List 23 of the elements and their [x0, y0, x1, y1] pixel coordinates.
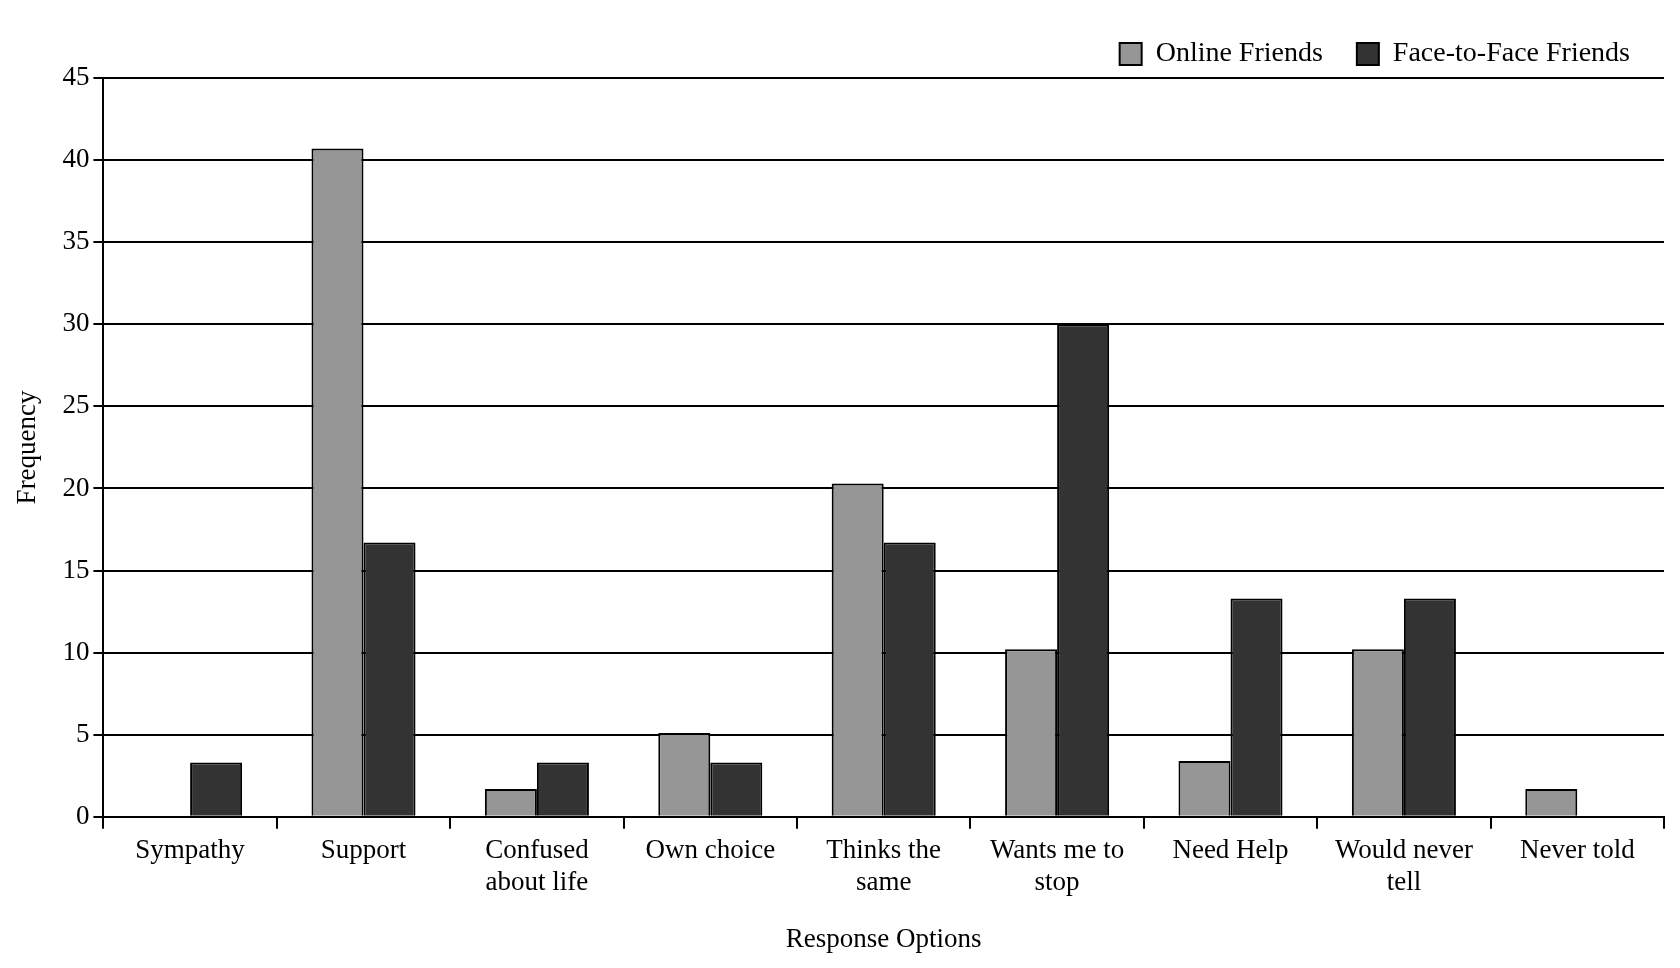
x-tick-label: Own choice: [645, 834, 776, 865]
y-tick-label: 25: [62, 389, 90, 420]
x-tick-label: Never told: [1519, 834, 1636, 865]
x-tick-label: Would never tell: [1334, 834, 1473, 897]
legend-label: Face-to-Face Friends: [1392, 36, 1630, 68]
y-tick-label: 0: [75, 799, 90, 830]
x-tick-label: Need Help: [1172, 834, 1289, 865]
x-axis-title: Response Options: [785, 922, 982, 953]
y-tick-label: 35: [62, 225, 90, 256]
y-tick-label: 40: [62, 143, 90, 174]
y-axis-title: Frequency: [11, 389, 42, 505]
y-tick-label: 45: [62, 61, 90, 92]
y-tick-label: 5: [75, 717, 90, 748]
x-tick-label: Wants me to stop: [989, 834, 1125, 897]
x-tick-label: Sympathy: [135, 834, 246, 865]
legend-label: Online Friends: [1155, 36, 1323, 68]
x-tick-label: Support: [320, 834, 407, 865]
y-tick-label: 15: [62, 553, 90, 584]
x-tick-label: Thinks the same: [826, 834, 942, 897]
y-tick-label: 10: [62, 635, 90, 666]
x-tick-label: Confused about life: [485, 834, 590, 897]
y-tick-label: 20: [62, 471, 90, 502]
y-tick-label: 30: [62, 307, 90, 338]
